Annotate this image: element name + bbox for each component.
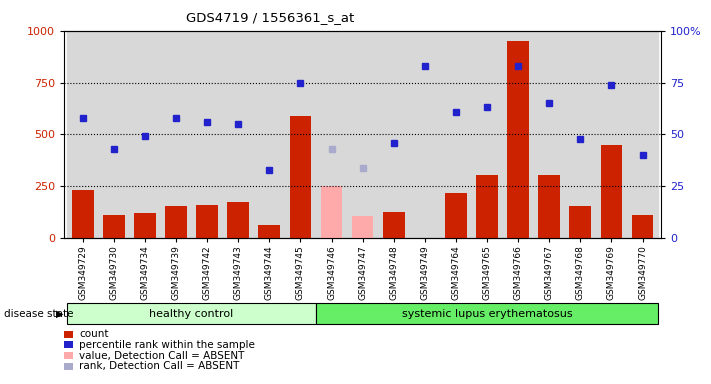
Bar bbox=[503, 31, 534, 238]
Bar bbox=[627, 31, 658, 238]
Bar bbox=[596, 31, 627, 238]
Bar bbox=[72, 190, 94, 238]
Bar bbox=[631, 215, 653, 238]
Text: healthy control: healthy control bbox=[149, 309, 234, 319]
Bar bbox=[538, 175, 560, 238]
Bar bbox=[565, 31, 596, 238]
Bar bbox=[440, 31, 471, 238]
Bar bbox=[534, 31, 565, 238]
Bar bbox=[378, 31, 410, 238]
Bar bbox=[161, 31, 191, 238]
Bar bbox=[347, 31, 378, 238]
Text: GDS4719 / 1556361_s_at: GDS4719 / 1556361_s_at bbox=[186, 12, 354, 25]
Bar bbox=[134, 213, 156, 238]
Bar bbox=[471, 31, 503, 238]
Bar bbox=[570, 206, 592, 238]
Bar bbox=[223, 31, 254, 238]
Bar bbox=[103, 215, 124, 238]
Bar bbox=[289, 116, 311, 238]
Bar bbox=[321, 186, 343, 238]
Bar bbox=[129, 31, 161, 238]
Text: ▶: ▶ bbox=[56, 309, 64, 319]
Text: percentile rank within the sample: percentile rank within the sample bbox=[79, 340, 255, 350]
Bar bbox=[258, 225, 280, 238]
Bar bbox=[601, 145, 622, 238]
Bar bbox=[316, 31, 347, 238]
Bar bbox=[191, 31, 223, 238]
Bar bbox=[98, 31, 129, 238]
Bar bbox=[228, 202, 249, 238]
Text: disease state: disease state bbox=[4, 309, 73, 319]
Text: count: count bbox=[79, 329, 108, 339]
Bar bbox=[352, 216, 373, 238]
Bar bbox=[67, 31, 98, 238]
Bar bbox=[507, 41, 529, 238]
Bar bbox=[476, 175, 498, 238]
Text: value, Detection Call = ABSENT: value, Detection Call = ABSENT bbox=[79, 351, 245, 361]
Bar bbox=[383, 212, 405, 238]
Bar bbox=[165, 206, 187, 238]
Text: rank, Detection Call = ABSENT: rank, Detection Call = ABSENT bbox=[79, 361, 240, 371]
Bar bbox=[285, 31, 316, 238]
Bar bbox=[410, 31, 440, 238]
Text: systemic lupus erythematosus: systemic lupus erythematosus bbox=[402, 309, 572, 319]
Bar bbox=[254, 31, 285, 238]
Bar bbox=[196, 205, 218, 238]
Bar bbox=[445, 194, 467, 238]
